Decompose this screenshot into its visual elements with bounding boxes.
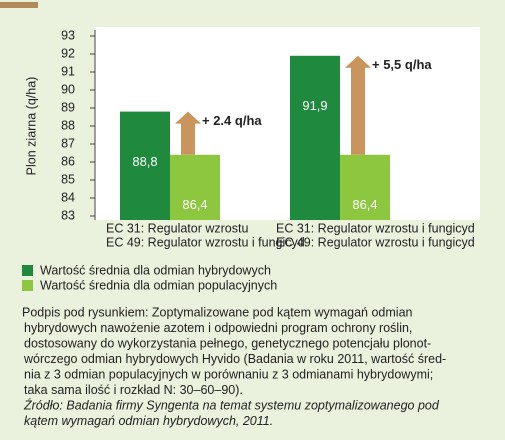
- caption-line: Podpis pod rysunkiem: Zoptymalizowane po…: [22, 305, 413, 319]
- y-tick-label: 93: [61, 28, 75, 42]
- y-tick-label: 86: [61, 154, 75, 168]
- annotation: + 5,5 q/ha: [372, 57, 432, 72]
- x-tick-label: EC 49: Regulator wzrostu i fungicyd: [106, 235, 305, 249]
- caption-line: taka sama ilość i rozkład N: 30–60–90).: [24, 383, 243, 397]
- legend-label: Wartość średnia dla odmian populacyjnych: [40, 278, 277, 292]
- y-tick-label: 87: [61, 136, 75, 150]
- bar: [120, 111, 170, 220]
- y-tick-label: 92: [61, 46, 75, 60]
- bar: [170, 154, 220, 220]
- legend-swatch: [22, 280, 33, 291]
- y-tick-label: 84: [61, 190, 75, 204]
- legend-swatch: [22, 265, 33, 276]
- y-axis-label: Plon ziarna (q/ha): [24, 77, 38, 176]
- caption-line: nia z 3 odmian populacyjnych w porównani…: [24, 367, 433, 381]
- y-tick-label: 85: [61, 172, 75, 186]
- x-tick-label: EC 49: Regulator wzrostu i fungicyd: [276, 235, 475, 249]
- value-label: 91,9: [302, 98, 327, 113]
- y-tick-label: 91: [61, 64, 75, 78]
- bar: [340, 154, 390, 220]
- y-tick-label: 88: [61, 118, 75, 132]
- legend-label: Wartość średnia dla odmian hybrydowych: [40, 263, 271, 277]
- caption-line: wórczego odmian hybrydowych Hyvido (Bada…: [23, 352, 446, 366]
- source-line: kątem wymagań odmian hybrydowych, 2011.: [24, 414, 273, 428]
- bar: [290, 55, 340, 220]
- source-line: Źródło: Badania firmy Syngenta na temat …: [23, 397, 440, 412]
- y-tick-label: 89: [61, 100, 75, 114]
- annotation: + 2.4 q/ha: [202, 113, 262, 128]
- x-tick-label: EC 31: Regulator wzrostu i fungicyd: [276, 221, 475, 235]
- x-tick-label: EC 31: Regulator wzrostu: [106, 221, 248, 235]
- caption-line: dostosowany do wykorzystania pełnego, ge…: [24, 336, 431, 350]
- value-label: 86,4: [352, 197, 377, 212]
- y-tick-label: 90: [61, 82, 75, 96]
- y-tick-label: 83: [61, 208, 75, 222]
- value-label: 86,4: [182, 197, 207, 212]
- difference-arrow: [345, 55, 371, 155]
- value-label: 88,8: [132, 154, 157, 169]
- caption-line: hybrydowych nawożenie azotem i odpowiedn…: [24, 321, 412, 335]
- difference-arrow: [175, 111, 201, 155]
- corner-bar: [0, 2, 38, 8]
